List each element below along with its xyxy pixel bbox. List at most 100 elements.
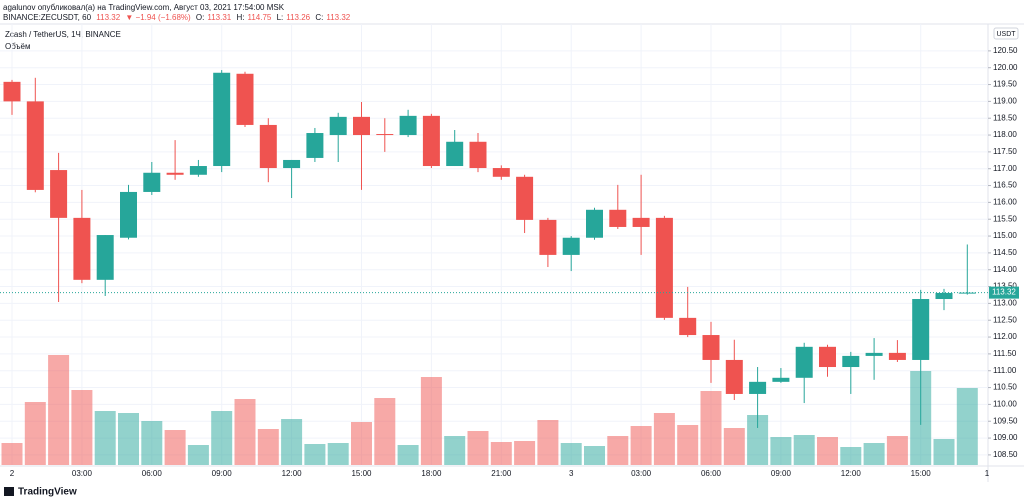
high: 114.75 [247,13,272,22]
volume-bar [281,419,303,465]
y-tick-label: 113.50 [993,282,1017,291]
volume-bar [560,443,582,465]
y-tick-label: 113.00 [993,298,1017,307]
candle-body [586,209,603,238]
chart-title: Zcash / TetherUS, 1Ч, BINANCE [5,30,121,39]
volume-bar [420,377,442,465]
volume-bar [770,437,792,465]
y-tick-label: 108.50 [993,450,1018,459]
candle-body [679,317,697,336]
volume-bar [24,402,46,465]
candle-body [306,133,324,158]
candle-body [26,101,44,190]
candle-body [120,191,137,238]
candle-body [469,141,487,169]
candle-body [725,359,743,394]
volume-bar [1,443,23,465]
price-label-box [989,286,1019,299]
candle-body [609,209,627,227]
currency-box[interactable] [993,27,1019,40]
c-label: C: [315,13,324,22]
volume-title: Объём [5,42,31,51]
candle-body [422,115,440,167]
logo-icon [4,487,14,496]
volume-bar [141,421,163,465]
volume-bar [514,441,536,465]
candle-body [702,335,720,360]
candle-body [283,159,301,169]
candle-body [259,124,277,169]
logo: TradingView [4,487,77,498]
x-tick-label: 03:00 [631,469,652,478]
x-tick-label: 12:00 [282,469,303,478]
x-tick-label: 21:00 [491,469,512,478]
y-tick-label: 110.50 [993,383,1017,392]
volume-bar [607,436,629,465]
volume-bar [327,443,349,465]
volume-bar [234,399,256,465]
x-tick-label: 3 [569,469,574,478]
candle-body [96,235,114,280]
x-tick-label: 06:00 [701,469,722,478]
x-tick-label: 06:00 [142,469,163,478]
x-tick-label: 09:00 [212,469,233,478]
volume-bar [677,425,699,465]
candle-body [446,141,464,167]
candle-body [143,172,161,192]
y-tick-label: 109.00 [993,433,1018,442]
logo-text: TradingView [18,487,77,498]
candle-body [749,381,767,394]
candle-body [50,170,68,218]
grid [0,24,988,466]
y-tick-label: 114.00 [993,265,1017,274]
candle-body [236,73,254,125]
candle-body [772,377,790,382]
volume-bar [211,411,233,465]
candle-body [73,217,91,280]
volume-bar [374,398,396,465]
volume-bars [1,355,978,465]
y-tick-label: 111.00 [993,366,1017,375]
volume-bar [397,445,419,465]
open: 113.31 [207,13,232,22]
y-tick-label: 119.00 [993,96,1017,105]
volume-bar [886,436,908,465]
y-tick-label: 120.50 [993,46,1018,55]
low: 113.26 [286,13,311,22]
y-tick-label: 114.50 [993,248,1017,257]
volume-bar [187,445,209,465]
candle-body [516,176,534,220]
currency: USDT [996,31,1016,38]
volume-bar [71,390,93,465]
x-tick-label: 12:00 [841,469,862,478]
candle-body [888,352,906,360]
y-tick-label: 118.00 [993,130,1017,139]
volume-bar [630,426,652,465]
volume-bar [863,443,885,465]
header-quote: BINANCE:ZECUSDT, 60 113.32 ▼ −1.94 (−1.6… [3,13,353,22]
y-tick-label: 117.50 [993,147,1017,156]
last-price: 113.32 [96,13,121,22]
y-tick-label: 111.50 [993,349,1017,358]
volume-bar [793,435,815,465]
y-tick-label: 112.00 [993,332,1017,341]
candle-body [3,81,21,102]
y-tick-label: 112.50 [993,315,1017,324]
candle-body [795,346,813,378]
candle-body [189,166,207,175]
x-tick-label: 03:00 [72,469,93,478]
symbol: BINANCE:ZECUSDT, 60 [3,13,92,22]
candle-body [632,217,650,227]
x-end-label: 1 [985,469,990,478]
volume-bar [164,430,186,465]
y-tick-label: 118.50 [993,113,1017,122]
volume-bar [700,391,722,465]
volume-bar [817,437,838,465]
x-tick-label: 2 [10,469,15,478]
candle-body [935,292,953,300]
publisher: agalunov опубликовал(а) на TradingView.c… [3,3,285,12]
volume-bar [118,413,139,465]
candle-body [819,346,836,368]
